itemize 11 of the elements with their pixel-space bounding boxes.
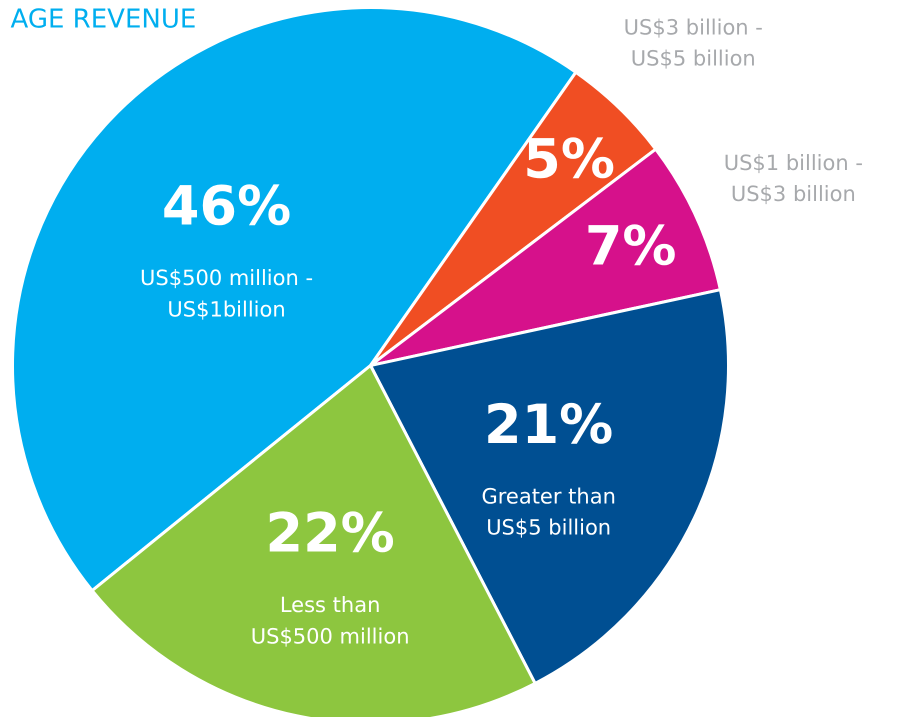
slice-label: US$500 million - US$1billion — [140, 266, 314, 322]
chart-title: AGE REVENUE — [10, 4, 196, 34]
slice-label: Less than US$500 million — [250, 593, 410, 648]
slice-label: US$3 billion - US$5 billion — [624, 16, 763, 71]
data-label: 7% — [584, 214, 677, 278]
data-label: 22% — [266, 502, 395, 565]
slice-label: Greater than US$5 billion — [481, 484, 616, 540]
slice-label: US$1 billion - US$3 billion — [724, 150, 863, 206]
data-label: 5% — [523, 128, 615, 191]
data-label: 21% — [484, 392, 614, 456]
data-label: 46% — [162, 174, 292, 238]
